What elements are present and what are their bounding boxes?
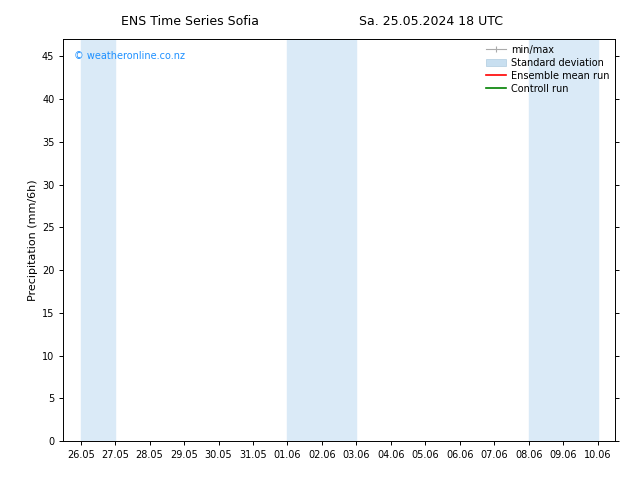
Text: © weatheronline.co.nz: © weatheronline.co.nz bbox=[74, 51, 185, 61]
Y-axis label: Precipitation (mm/6h): Precipitation (mm/6h) bbox=[28, 179, 37, 301]
Legend: min/max, Standard deviation, Ensemble mean run, Controll run: min/max, Standard deviation, Ensemble me… bbox=[482, 41, 613, 98]
Text: ENS Time Series Sofia: ENS Time Series Sofia bbox=[121, 15, 259, 28]
Bar bbox=[81, 39, 115, 441]
Text: Sa. 25.05.2024 18 UTC: Sa. 25.05.2024 18 UTC bbox=[359, 15, 503, 28]
Bar bbox=[287, 39, 356, 441]
Bar bbox=[529, 39, 598, 441]
